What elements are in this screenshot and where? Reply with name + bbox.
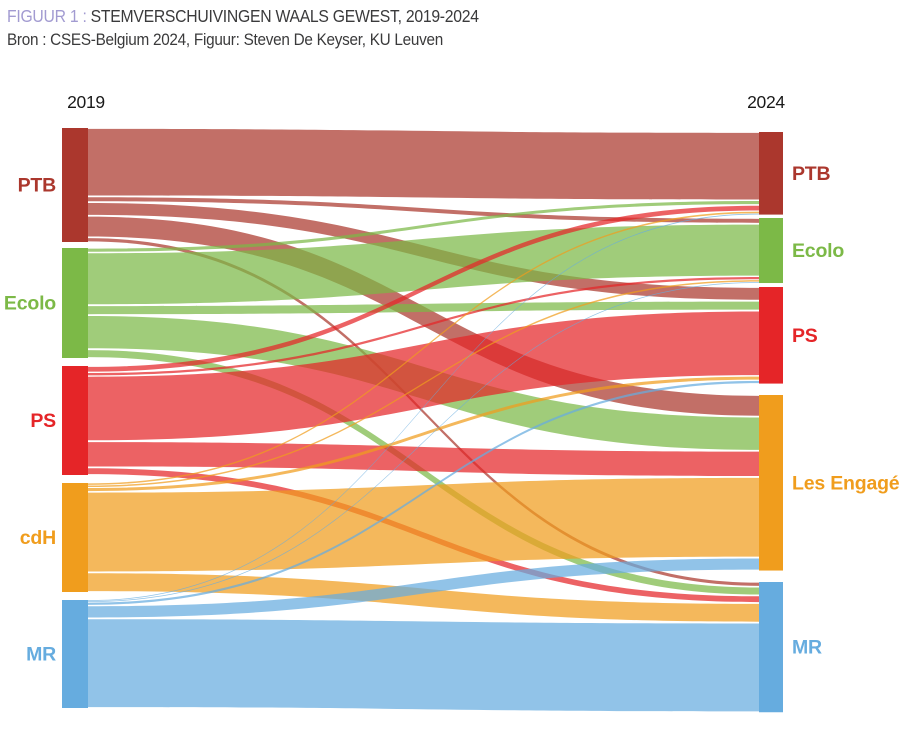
node-2024-Les Engagés <box>759 395 783 571</box>
flow-cdH-to-Ecolo <box>88 280 759 488</box>
figure-label: FIGUUR 1 : <box>7 6 87 26</box>
label-2024-Les Engagés: Les Engagés <box>792 472 900 494</box>
figure-title: FIGUUR 1 : STEMVERSCHUIVINGEN WAALS GEWE… <box>7 4 479 29</box>
flow-MR-to-PTB <box>88 213 759 601</box>
column-header-2024: 2024 <box>747 92 785 112</box>
flow-MR-to-Les Engagés <box>88 558 759 618</box>
flow-MR-to-PS <box>88 380 759 605</box>
column-header-2019: 2019 <box>67 92 105 112</box>
label-2024-MR: MR <box>792 637 822 659</box>
label-2024-Ecolo: Ecolo <box>792 240 844 262</box>
flow-Ecolo-to-PTB <box>88 201 759 252</box>
flow-PTB-to-MR <box>88 238 759 586</box>
flow-MR-to-Ecolo <box>88 282 759 602</box>
node-2019-MR <box>62 600 88 708</box>
node-2019-PTB <box>62 128 88 242</box>
flow-Ecolo-to-Ecolo <box>88 224 759 305</box>
flow-cdH-to-PS <box>88 376 759 492</box>
node-2019-PS <box>62 366 88 475</box>
node-2024-PTB <box>759 132 783 215</box>
node-2019-cdH <box>62 483 88 592</box>
label-2019-MR: MR <box>26 644 56 666</box>
flow-cdH-to-PTB <box>88 211 759 485</box>
label-2019-PTB: PTB <box>18 175 57 197</box>
flow-Ecolo-to-MR <box>88 350 759 595</box>
node-2019-Ecolo <box>62 248 88 358</box>
flow-cdH-to-MR <box>88 573 759 622</box>
node-2024-Ecolo <box>759 218 783 284</box>
figure-header: FIGUUR 1 : STEMVERSCHUIVINGEN WAALS GEWE… <box>7 4 479 51</box>
flow-PTB-to-Ecolo <box>88 197 759 223</box>
flow-PTB-to-PTB <box>88 128 759 200</box>
label-2019-PS: PS <box>30 410 56 432</box>
flow-PS-to-PS <box>88 311 759 441</box>
flow-MR-to-MR <box>88 619 759 712</box>
flow-PS-to-Ecolo <box>88 276 759 376</box>
flow-PS-to-Les Engagés <box>88 442 759 477</box>
figure-title-text: STEMVERSCHUIVINGEN WAALS GEWEST, 2019-20… <box>90 6 479 26</box>
label-2024-PS: PS <box>792 325 818 347</box>
flow-PS-to-PTB <box>88 205 759 372</box>
node-2024-PS <box>759 287 783 384</box>
label-2019-Ecolo: Ecolo <box>4 293 56 315</box>
figure-source: Bron : CSES-Belgium 2024, Figuur: Steven… <box>7 29 443 49</box>
node-2024-MR <box>759 582 783 713</box>
flow-Ecolo-to-PS <box>88 301 759 315</box>
flow-cdH-to-Les Engagés <box>88 477 759 572</box>
label-2019-cdH: cdH <box>20 527 56 549</box>
flow-PTB-to-Les Engagés <box>88 216 759 416</box>
label-2024-PTB: PTB <box>792 163 831 185</box>
